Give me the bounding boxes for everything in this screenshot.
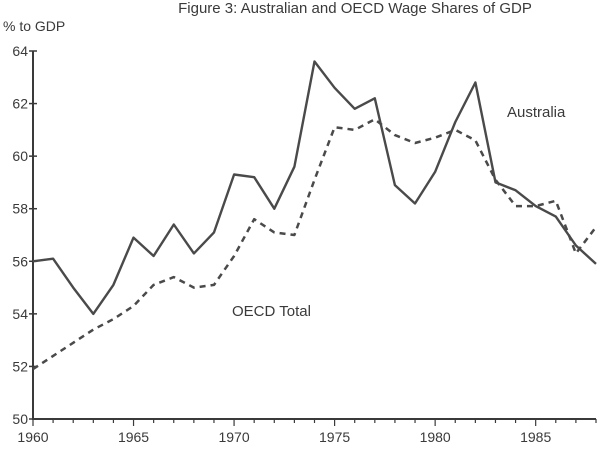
y-tick-label: 60 (12, 148, 28, 164)
y-axis-label: % to GDP (3, 18, 65, 34)
series-label-oecd: OECD Total (232, 303, 311, 320)
x-tick-label: 1980 (420, 429, 451, 445)
australia-line (32, 60, 597, 316)
y-tick-label: 64 (12, 43, 28, 59)
x-tick-label: 1970 (218, 429, 249, 445)
x-tick-label: 1975 (319, 429, 350, 445)
y-tick-label: 50 (12, 411, 28, 427)
y-tick-label: 54 (12, 306, 28, 322)
series-layer (32, 60, 597, 371)
chart-title: Figure 3: Australian and OECD Wage Share… (178, 0, 532, 17)
y-tick-label: 58 (12, 201, 28, 217)
y-tick-label: 62 (12, 96, 28, 112)
x-tick-label: 1985 (520, 429, 551, 445)
x-tick-label: 1960 (17, 429, 48, 445)
series-label-australia: Australia (507, 104, 566, 121)
oecd-line (32, 118, 597, 371)
x-tick-label: 1965 (118, 429, 149, 445)
y-tick-label: 56 (12, 253, 28, 269)
axes: 50 52 54 56 58 60 62 64 1960 1965 1970 1975 1980 1985 (12, 43, 597, 445)
y-tick-label: 52 (12, 358, 28, 374)
